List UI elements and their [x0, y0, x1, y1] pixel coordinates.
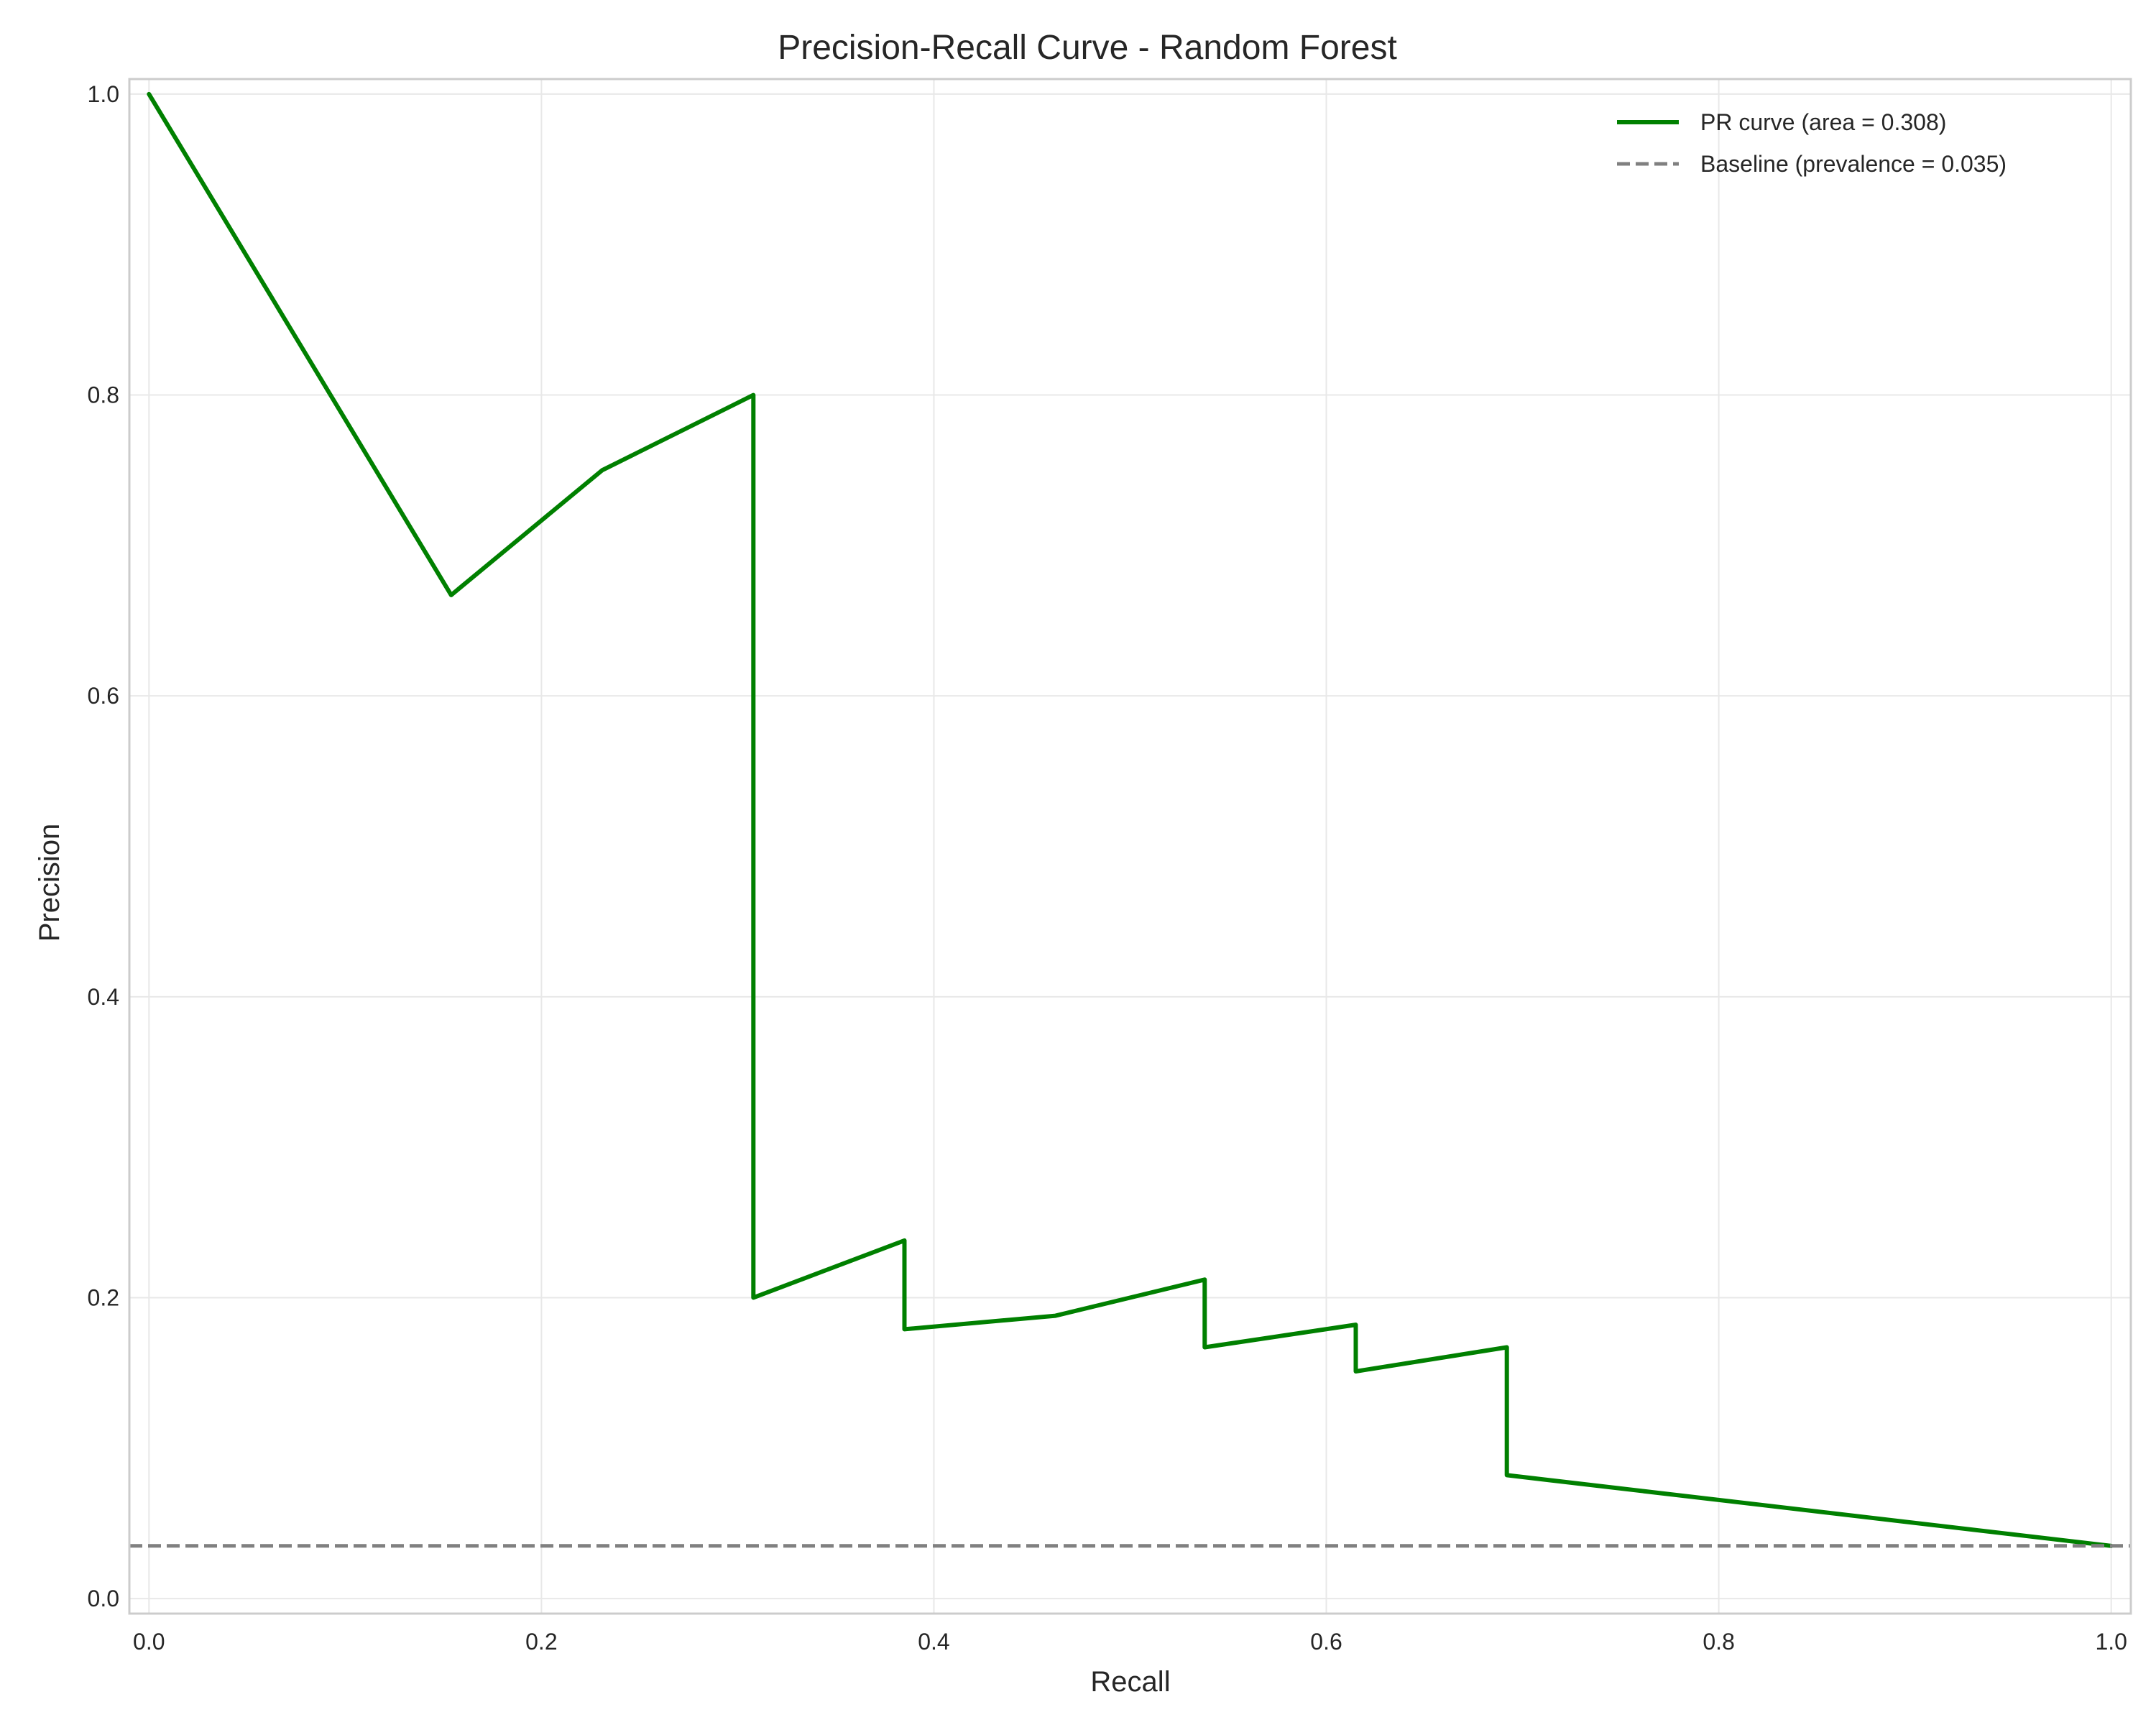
x-tick-label: 1.0: [2095, 1629, 2127, 1655]
x-tick-label: 0.0: [133, 1629, 165, 1655]
y-tick-label: 0.2: [88, 1284, 119, 1310]
grid: [129, 79, 2131, 1614]
x-tick-label: 0.8: [1703, 1629, 1734, 1655]
x-tick-label: 0.2: [525, 1629, 557, 1655]
pr-curve-line: [147, 91, 2114, 1548]
legend: PR curve (area = 0.308) Baseline (prevale…: [1617, 109, 2007, 177]
y-tick-label: 0.4: [88, 984, 119, 1010]
chart-title: Precision-Recall Curve - Random Forest: [778, 29, 1397, 67]
legend-entry-label: PR curve (area = 0.308): [1700, 109, 1946, 135]
tick-labels: 0.0 0.2 0.4 0.6 0.8 1.0 0.0 0.2 0.4 0.6 0.8 1.0: [88, 81, 2127, 1655]
x-tick-label: 0.6: [1310, 1629, 1342, 1655]
y-tick-label: 1.0: [88, 81, 119, 107]
legend-entry-label: Baseline (prevalence = 0.035): [1700, 151, 2007, 177]
y-axis-label: Precision: [34, 824, 65, 942]
y-tick-label: 0.6: [88, 683, 119, 709]
y-tick-label: 0.8: [88, 382, 119, 408]
x-axis-label: Recall: [1090, 1666, 1170, 1698]
y-tick-label: 0.0: [88, 1586, 119, 1611]
plot-area-border: [128, 78, 2132, 1615]
plot-series: [129, 91, 2131, 1548]
x-tick-label: 0.4: [918, 1629, 949, 1655]
plot-frame: [128, 78, 2132, 1615]
